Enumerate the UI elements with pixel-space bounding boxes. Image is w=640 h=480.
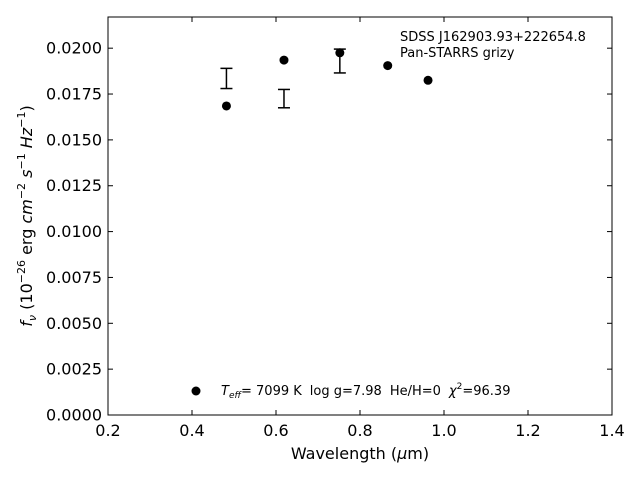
- legend-marker: [191, 386, 201, 396]
- errorbar: [220, 67, 233, 90]
- y-axis-label: fν (10−26 erg cm−2 s−1 Hz−1): [15, 105, 39, 326]
- plot-frame: [107, 16, 613, 416]
- y-tick-label: 0.0150: [46, 130, 102, 149]
- y-tick-label: 0.0050: [46, 314, 102, 333]
- model-point: [221, 101, 231, 111]
- x-tick-label: 1.0: [431, 421, 456, 440]
- x-tick-label: 1.4: [599, 421, 624, 440]
- y-tick-label: 0.0000: [46, 406, 102, 425]
- annotation-survey: Pan-STARRS grizy: [400, 46, 515, 61]
- model-point: [335, 48, 345, 58]
- y-tick-label: 0.0200: [46, 39, 102, 58]
- y-tick-label: 0.0025: [46, 360, 102, 379]
- model-point: [383, 61, 393, 71]
- model-points: [221, 48, 433, 111]
- annotation-star-name: SDSS J162903.93+222654.8: [400, 30, 586, 45]
- x-tick-label: 1.2: [515, 421, 540, 440]
- x-tick-label: 0.2: [95, 421, 120, 440]
- y-tick-label: 0.0100: [46, 222, 102, 241]
- y-tick-label: 0.0175: [46, 85, 102, 104]
- y-tick-label: 0.0125: [46, 176, 102, 195]
- errorbar: [277, 88, 290, 109]
- y-axis-ticks: 0.0000 0.0025 0.0050 0.0075 0.0100 0.0125 0.01…: [46, 39, 612, 425]
- x-axis-label: Wavelength (μm): [291, 444, 429, 463]
- model-point: [279, 55, 289, 65]
- y-tick-label: 0.0075: [46, 268, 102, 287]
- x-tick-label: 0.8: [347, 421, 372, 440]
- model-point: [423, 75, 433, 85]
- x-tick-label: 0.4: [179, 421, 204, 440]
- x-tick-label: 0.6: [263, 421, 288, 440]
- x-axis-ticks: 0.2 0.4 0.6 0.8 1.0 1.2 1.4: [95, 17, 625, 440]
